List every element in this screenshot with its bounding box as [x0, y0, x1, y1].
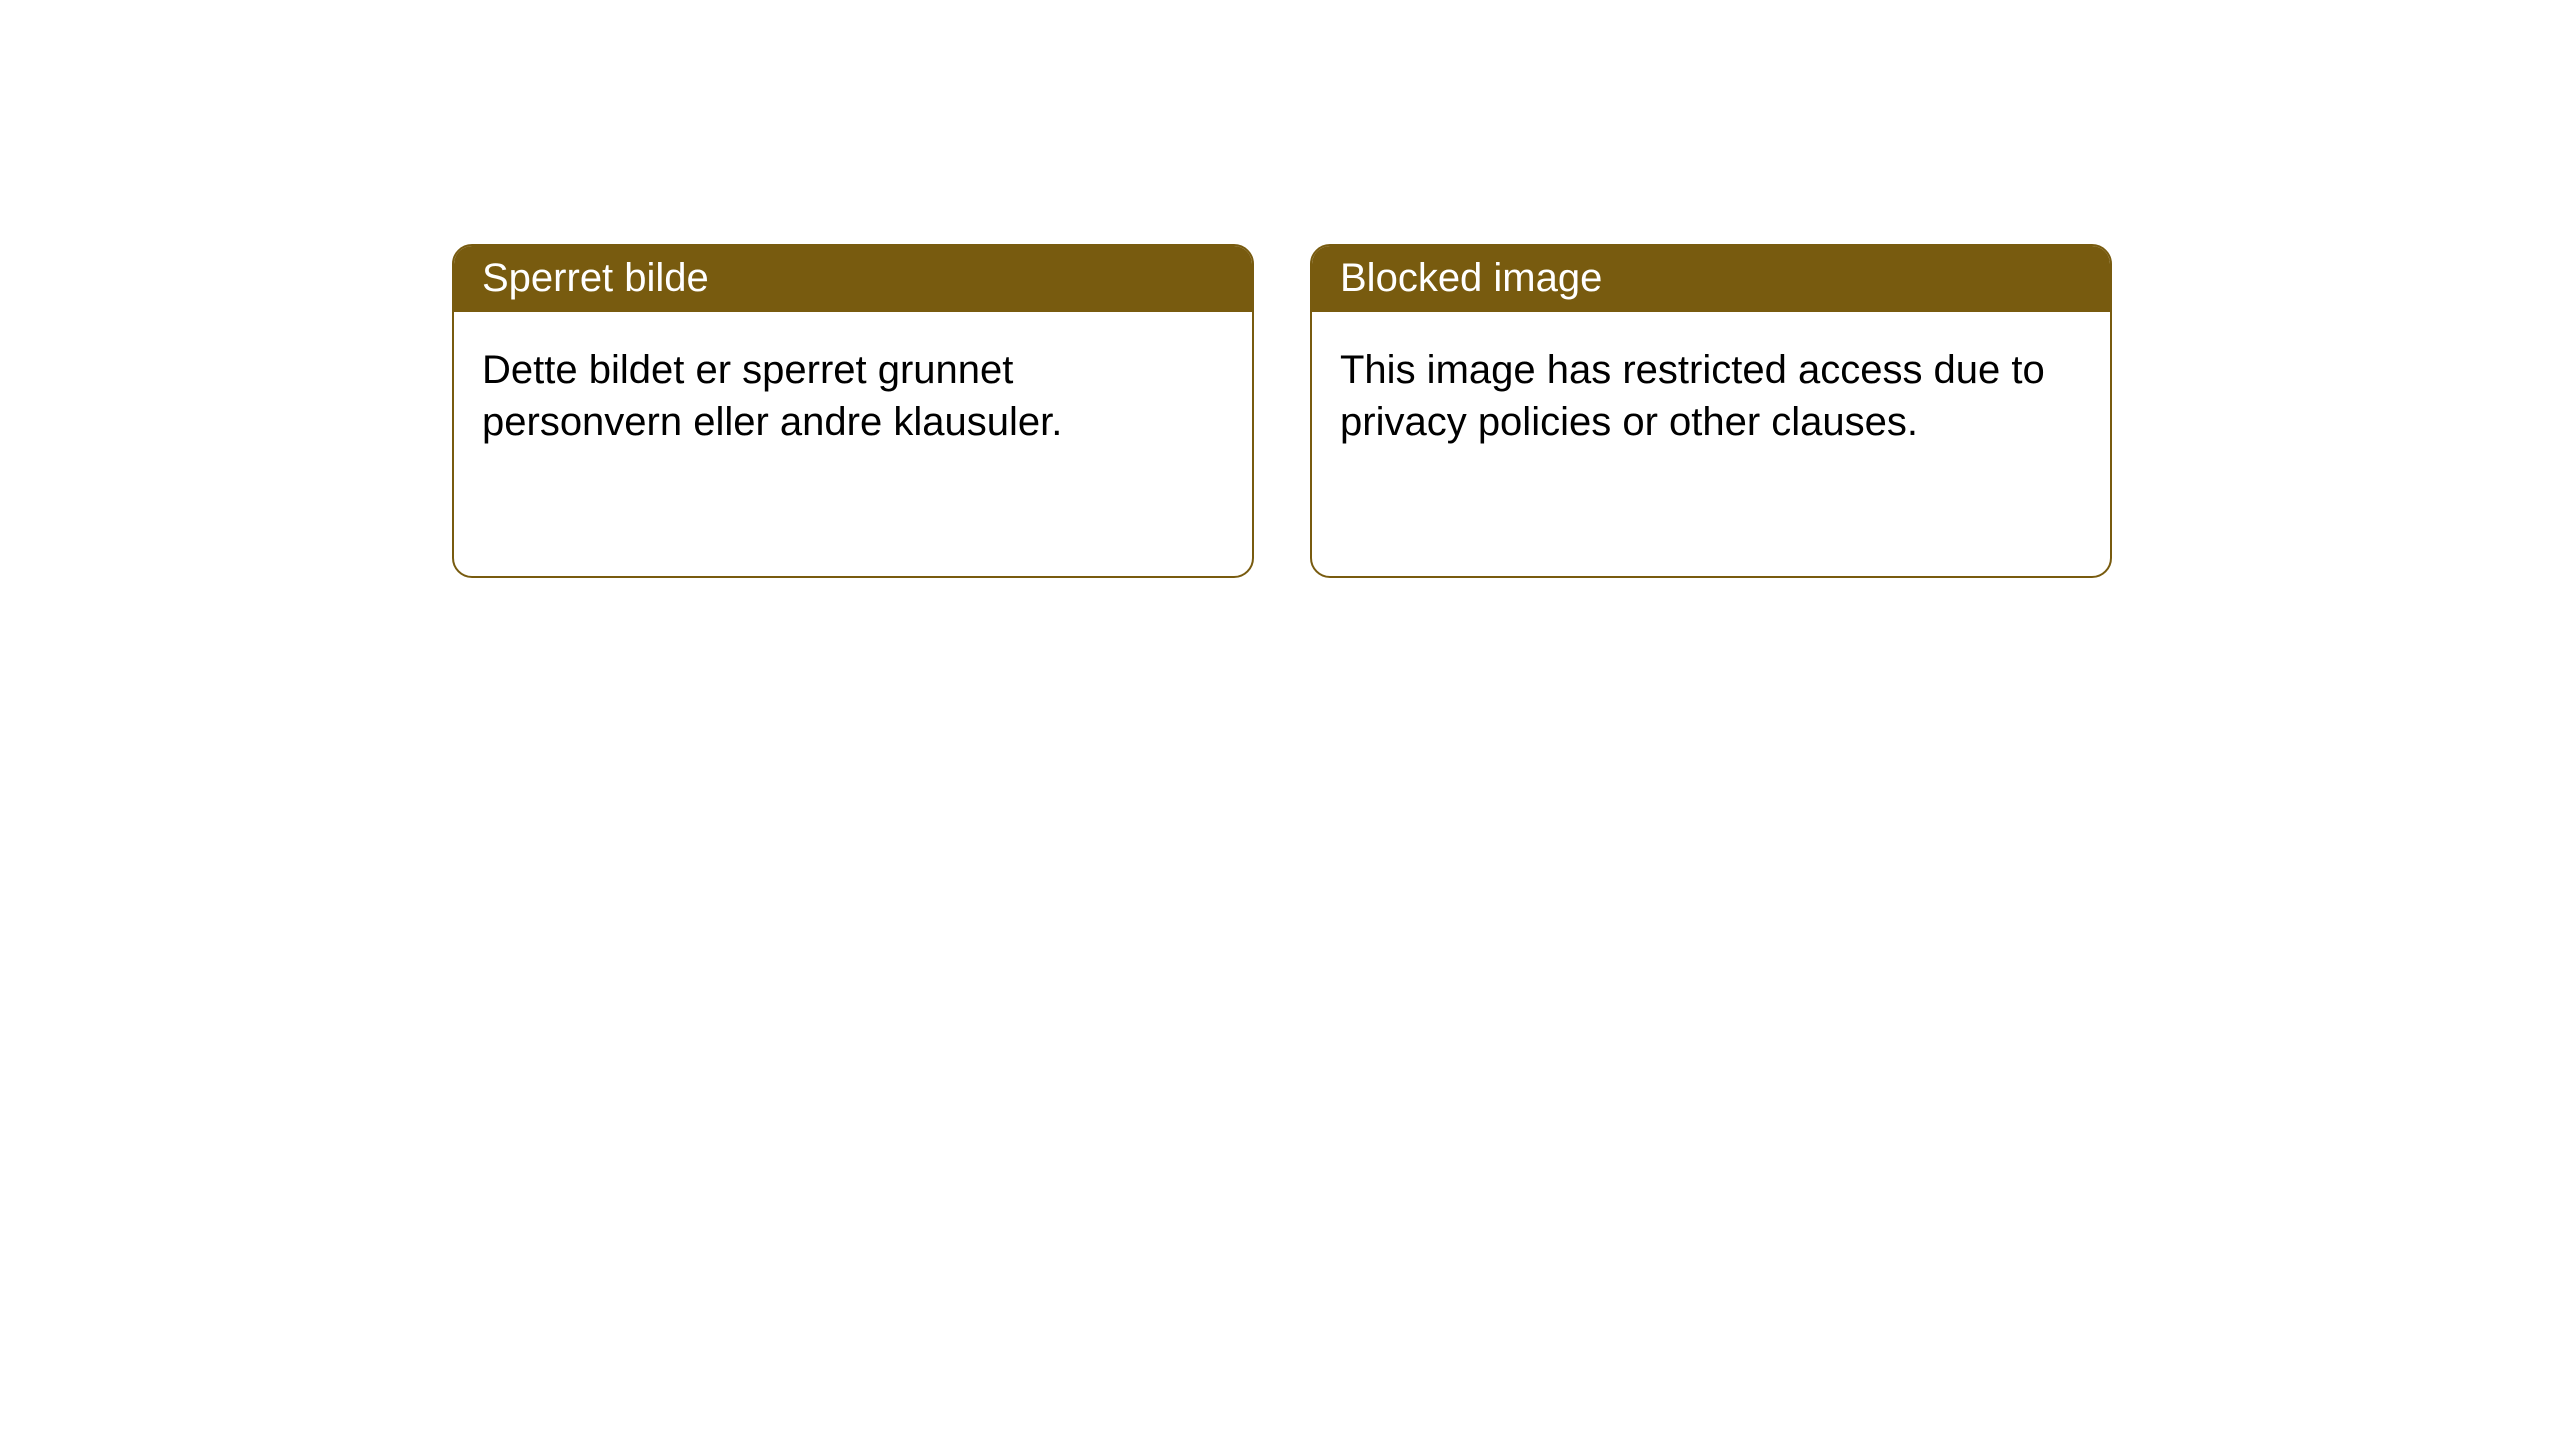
- card-title: Blocked image: [1340, 256, 1602, 300]
- card-message: Dette bildet er sperret grunnet personve…: [482, 348, 1062, 444]
- card-body: This image has restricted access due to …: [1312, 312, 2110, 480]
- blocked-notice-card-en: Blocked image This image has restricted …: [1310, 244, 2112, 578]
- card-header: Blocked image: [1312, 246, 2110, 312]
- card-title: Sperret bilde: [482, 256, 709, 300]
- blocked-notice-card-no: Sperret bilde Dette bildet er sperret gr…: [452, 244, 1254, 578]
- card-header: Sperret bilde: [454, 246, 1252, 312]
- notice-container: Sperret bilde Dette bildet er sperret gr…: [0, 0, 2560, 578]
- card-message: This image has restricted access due to …: [1340, 348, 2045, 444]
- card-body: Dette bildet er sperret grunnet personve…: [454, 312, 1252, 480]
